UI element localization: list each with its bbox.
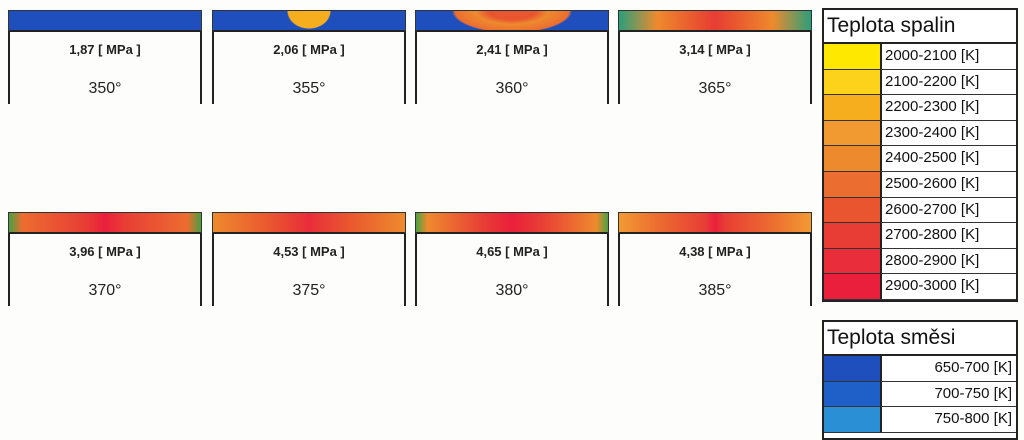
legend-entry: 750-800 [K]: [824, 407, 1016, 433]
legend-swatch: [824, 223, 880, 248]
divider: [620, 30, 810, 32]
legend-label: 2200-2300 [K]: [880, 95, 1016, 120]
legend-swatch: [824, 171, 880, 197]
legend-entry: 650-700 [K]: [824, 356, 1016, 382]
legend-entry: 2500-2600 [K]: [824, 171, 1016, 198]
legend-label: 2000-2100 [K]: [880, 44, 1016, 69]
pressure-label: 4,38 [ MPa ]: [679, 244, 751, 259]
pressure-label: 4,53 [ MPa ]: [273, 244, 345, 259]
legend-label: 2700-2800 [K]: [880, 223, 1016, 248]
panel: 3,96 [ MPa ] 370°: [8, 212, 202, 306]
legend-entry: 700-750 [K]: [824, 381, 1016, 408]
legend-swatch: [824, 44, 880, 69]
legend-entry: 2000-2100 [K]: [824, 44, 1016, 70]
pressure-label: 2,41 [ MPa ]: [476, 42, 548, 57]
pressure-label: 4,65 [ MPa ]: [476, 244, 548, 259]
angle-label: 355°: [292, 80, 326, 97]
legend-entry: 2900-3000 [K]: [824, 274, 1016, 300]
angle-label: 385°: [698, 282, 732, 299]
divider: [10, 30, 200, 32]
angle-label: 380°: [495, 282, 529, 299]
angle-label: 375°: [292, 282, 326, 299]
legend-entry: 2800-2900 [K]: [824, 248, 1016, 275]
legend-label: 750-800 [K]: [880, 407, 1016, 432]
panel: 4,38 [ MPa ] 385°: [618, 212, 812, 306]
panel: 4,53 [ MPa ] 375°: [212, 212, 406, 306]
legend-label: 2800-2900 [K]: [880, 248, 1016, 274]
legend-entry: 2300-2400 [K]: [824, 120, 1016, 147]
legend: Teplota spalin 2000-2100 [K] 2100-2200 [K]…: [822, 8, 1018, 302]
legend-entry: 2100-2200 [K]: [824, 69, 1016, 96]
divider: [214, 30, 404, 32]
legend-swatch: [824, 274, 880, 299]
legend: Teplota směsi 650-700 [K] 700-750 [K] 750-8…: [822, 320, 1018, 440]
legend-title: Teplota směsi: [824, 322, 1016, 356]
legend-swatch: [824, 95, 880, 120]
legend-swatch: [824, 69, 880, 95]
flame-strip: [415, 212, 609, 233]
pressure-label: 1,87 [ MPa ]: [69, 42, 141, 57]
angle-label: 365°: [698, 80, 732, 97]
legend-label: 2600-2700 [K]: [880, 197, 1016, 223]
panel: 1,87 [ MPa ] 350°: [8, 10, 202, 104]
divider: [417, 30, 607, 32]
angle-label: 350°: [88, 80, 122, 97]
legend-label: 700-750 [K]: [880, 381, 1016, 407]
panel: 2,06 [ MPa ] 355°: [212, 10, 406, 104]
legend-entry: 2700-2800 [K]: [824, 223, 1016, 249]
panel: 4,65 [ MPa ] 380°: [415, 212, 609, 306]
flame-strip: [8, 212, 202, 233]
pressure-label: 3,96 [ MPa ]: [69, 244, 141, 259]
flame-strip: [8, 10, 202, 31]
flame-strip: [618, 212, 812, 233]
legend-title: Teplota spalin: [824, 10, 1016, 44]
panel: 2,41 [ MPa ] 360°: [415, 10, 609, 104]
legend-entry: 2600-2700 [K]: [824, 197, 1016, 224]
flame-strip: [618, 10, 812, 31]
flame-strip: [212, 212, 406, 233]
legend-swatch: [824, 381, 880, 407]
legend-swatch: [824, 248, 880, 274]
divider: [620, 232, 810, 234]
angle-label: 360°: [495, 80, 529, 97]
legend-label: 650-700 [K]: [880, 356, 1016, 381]
legend-entry: 2200-2300 [K]: [824, 95, 1016, 121]
panel: 3,14 [ MPa ] 365°: [618, 10, 812, 104]
flame-strip: [212, 10, 406, 31]
pressure-label: 2,06 [ MPa ]: [273, 42, 345, 57]
legend-label: 2900-3000 [K]: [880, 274, 1016, 299]
legend-swatch: [824, 407, 880, 432]
legend-label: 2400-2500 [K]: [880, 146, 1016, 171]
legend-swatch: [824, 356, 880, 381]
pressure-label: 3,14 [ MPa ]: [679, 42, 751, 57]
legend-swatch: [824, 146, 880, 171]
divider: [10, 232, 200, 234]
flame-strip: [415, 10, 609, 31]
page: 1,87 [ MPa ] 350° 2,06 [ MPa ] 355° 2,41 [ M…: [8, 8, 1018, 440]
legend-entry: 2400-2500 [K]: [824, 146, 1016, 172]
legend-label: 2100-2200 [K]: [880, 69, 1016, 95]
legend-label: 2500-2600 [K]: [880, 171, 1016, 197]
legend-label: 2300-2400 [K]: [880, 120, 1016, 146]
divider: [214, 232, 404, 234]
legend-swatch: [824, 197, 880, 223]
angle-label: 370°: [88, 282, 122, 299]
legend-swatch: [824, 120, 880, 146]
divider: [417, 232, 607, 234]
